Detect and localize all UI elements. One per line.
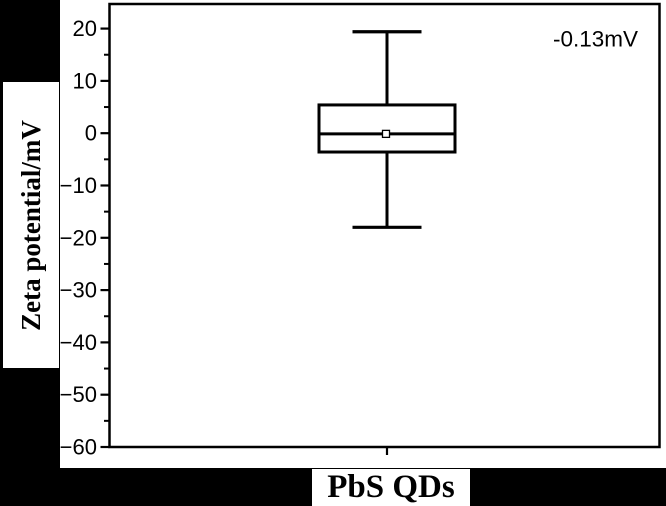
iqr-box <box>317 103 457 154</box>
mean-annotation: -0.13mV <box>553 27 638 52</box>
y-tick-label: −10 <box>60 173 97 198</box>
x-axis-title-box: PbS QDs <box>312 469 470 506</box>
y-tick-label: −40 <box>60 330 97 355</box>
y-tick-label: 10 <box>73 68 97 93</box>
y-tick-label: −20 <box>60 225 97 250</box>
x-axis-title: PbS QDs <box>327 469 455 505</box>
y-tick-label: 20 <box>73 16 97 41</box>
y-tick-label: 0 <box>85 121 97 146</box>
y-axis-title: Zeta potential/mV <box>15 119 46 331</box>
y-axis-title-box: Zeta potential/mV <box>3 82 59 368</box>
y-tick-label: −60 <box>60 435 97 460</box>
y-tick-label: −30 <box>60 278 97 303</box>
plot-frame <box>108 2 661 449</box>
y-tick-label: −50 <box>60 382 97 407</box>
mean-marker <box>381 129 391 139</box>
